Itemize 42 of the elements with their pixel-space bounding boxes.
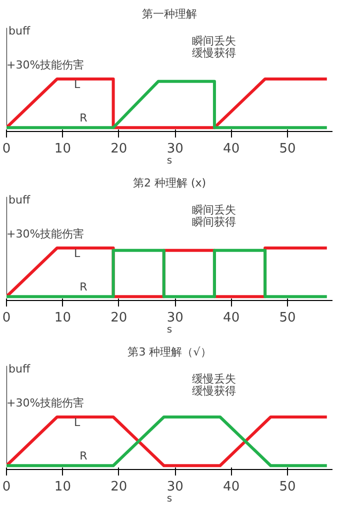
x-tick-label: 0 bbox=[2, 480, 11, 494]
x-tick-label: 40 bbox=[223, 480, 240, 494]
text: 缓慢获得 bbox=[192, 46, 236, 60]
series-label: L bbox=[74, 78, 81, 92]
y-axis-title: buff bbox=[8, 194, 30, 207]
chart-title: 第一种理解 bbox=[142, 8, 197, 20]
text: 瞬间丢失 bbox=[192, 34, 236, 48]
chart-title: 第2 种理解 (x) bbox=[132, 176, 206, 190]
series-label: R bbox=[80, 112, 88, 125]
text: +30%技能伤害 bbox=[6, 58, 84, 72]
text: 缓慢丢失 bbox=[192, 372, 236, 386]
x-tick-label: 0 bbox=[2, 310, 11, 326]
series-label: L bbox=[74, 416, 81, 430]
x-tick-label: 10 bbox=[54, 480, 71, 494]
text: +30%技能伤害 bbox=[6, 396, 84, 410]
x-tick-label: 30 bbox=[166, 310, 184, 326]
x-tick-label: 50 bbox=[279, 142, 296, 156]
x-axis-title: s bbox=[166, 156, 172, 166]
x-tick-label: 20 bbox=[110, 142, 128, 156]
series-label: R bbox=[80, 450, 88, 463]
x-tick-label: 50 bbox=[279, 480, 296, 494]
text: 缓慢获得 bbox=[192, 384, 236, 398]
x-tick-label: 10 bbox=[54, 310, 71, 326]
x-tick-label: 30 bbox=[166, 480, 184, 494]
y-axis-title: buff bbox=[8, 362, 30, 376]
x-tick-label: 20 bbox=[110, 310, 128, 326]
x-tick-label: 40 bbox=[223, 310, 240, 326]
chart-title: 第3 种理解（√） bbox=[128, 346, 212, 358]
x-tick-label: 20 bbox=[110, 480, 128, 494]
x-tick-label: 0 bbox=[2, 142, 11, 156]
x-tick-label: 50 bbox=[279, 310, 296, 326]
series-label: L bbox=[74, 247, 81, 260]
x-axis-title: s bbox=[166, 324, 172, 336]
text: 瞬间丢失 bbox=[192, 203, 236, 216]
y-axis-title: buff bbox=[8, 24, 30, 38]
series-label: R bbox=[80, 280, 88, 294]
x-tick-label: 40 bbox=[223, 142, 240, 156]
text: +30%技能伤害 bbox=[6, 228, 84, 241]
x-tick-label: 30 bbox=[166, 142, 184, 156]
x-axis-title: s bbox=[166, 494, 172, 504]
text: 瞬间获得 bbox=[192, 216, 236, 229]
x-tick-label: 10 bbox=[54, 142, 71, 156]
